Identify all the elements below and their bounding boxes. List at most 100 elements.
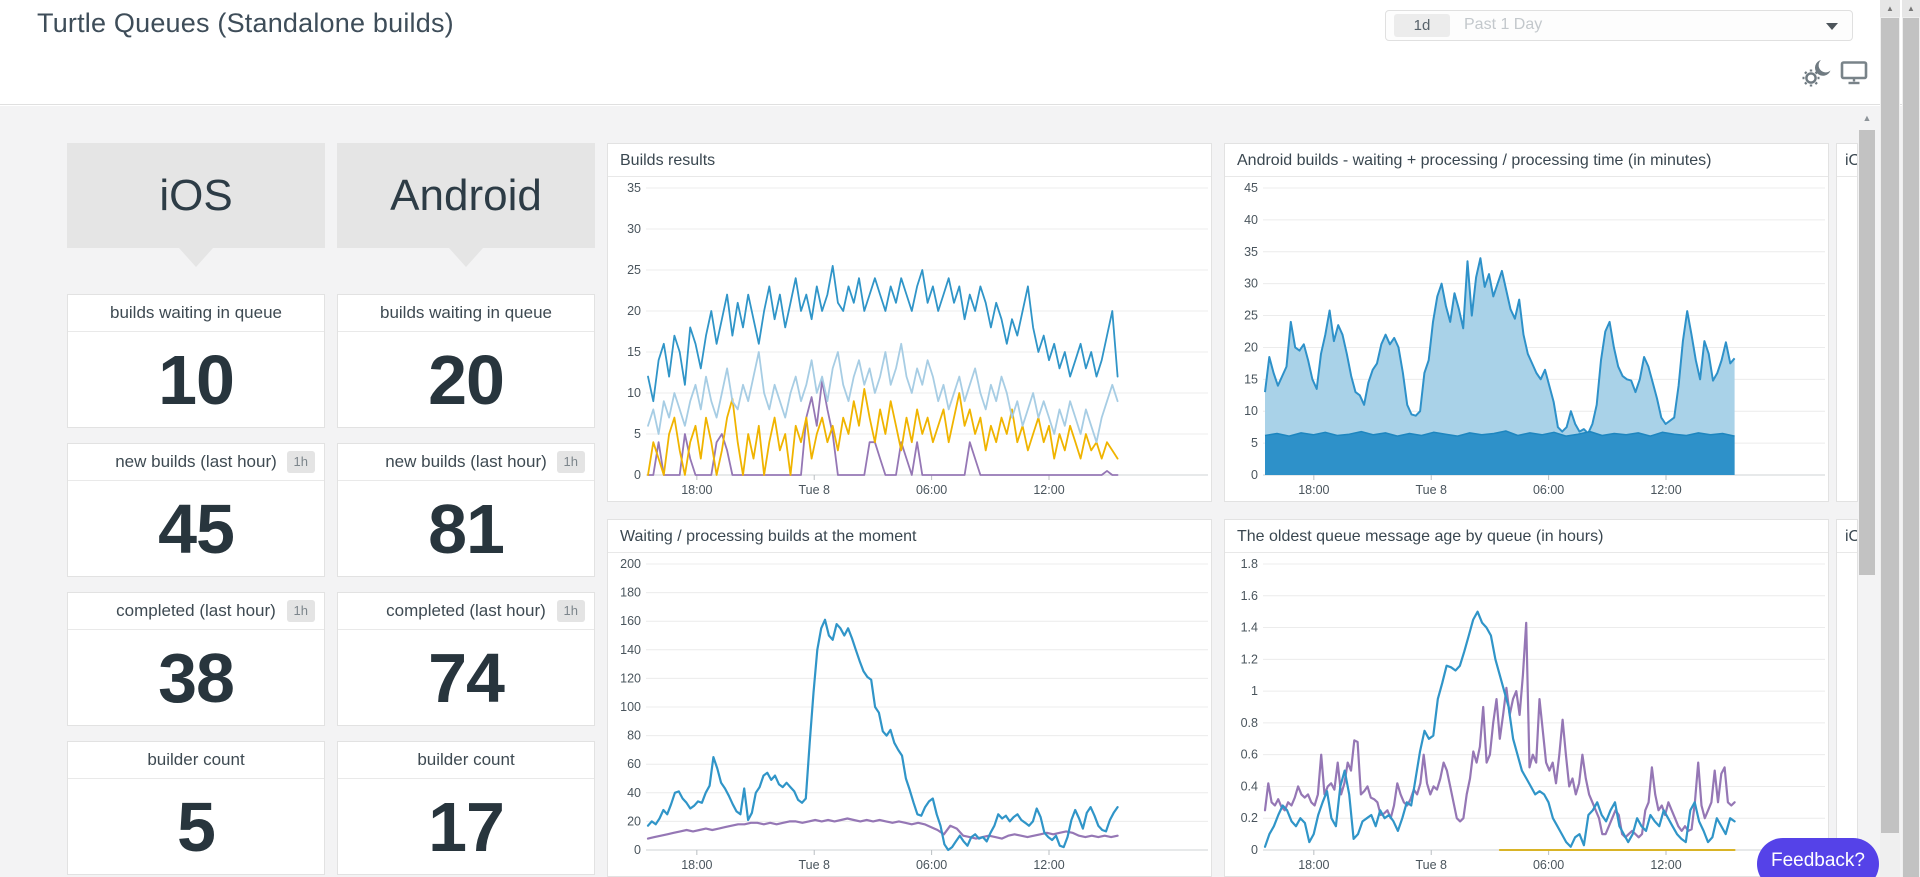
waiting-processing-chart[interactable]: 0 20 40 60 80 100 120 140 160 180 200 18:00 Tue 8 06:… (608, 554, 1211, 876)
partial-panel-top[interactable]: iO (1836, 143, 1858, 502)
svg-text:0.2: 0.2 (1241, 811, 1258, 825)
time-range-selector[interactable]: 1d Past 1 Day (1385, 10, 1853, 41)
chart-title: Waiting / processing builds at the momen… (608, 520, 1211, 553)
svg-text:1.2: 1.2 (1241, 652, 1258, 666)
oldest-queue-chart[interactable]: 0 0.2 0.4 0.6 0.8 1 1.2 1.4 1.6 1.8 18:00 Tue 8 06:0… (1225, 554, 1828, 876)
chart-title: The oldest queue message age by queue (i… (1225, 520, 1828, 553)
svg-text:0.4: 0.4 (1241, 779, 1258, 793)
svg-text:18:00: 18:00 (1298, 858, 1329, 872)
partial-panel-bottom[interactable]: iO (1836, 519, 1858, 877)
svg-text:200: 200 (620, 557, 641, 571)
chart-panel-waiting-processing[interactable]: Waiting / processing builds at the momen… (607, 519, 1212, 877)
svg-text:30: 30 (627, 222, 641, 236)
svg-text:06:00: 06:00 (916, 483, 947, 497)
header-icons (1798, 54, 1878, 92)
dashboard-scroll-up-icon[interactable]: ▲ (1862, 113, 1872, 123)
stat-card-android-new-builds[interactable]: new builds (last hour) 1h 81 (337, 443, 595, 577)
builds-results-chart[interactable]: 0 5 10 15 20 25 30 35 18:00 Tue 8 06:00 12:00 (608, 178, 1211, 501)
svg-text:120: 120 (620, 671, 641, 685)
stat-label: completed (last hour) (386, 601, 546, 620)
header: Turtle Queues (Standalone builds) 1d Pas… (0, 0, 1920, 105)
svg-text:40: 40 (1244, 213, 1258, 227)
stat-card-android-waiting[interactable]: builds waiting in queue 20 (337, 294, 595, 428)
svg-text:Tue 8: Tue 8 (1415, 858, 1447, 872)
dashboard-scrollbar[interactable] (1859, 130, 1875, 575)
timeframe-badge: 1h (286, 451, 315, 473)
stat-card-ios-waiting[interactable]: builds waiting in queue 10 (67, 294, 325, 428)
svg-text:35: 35 (627, 181, 641, 195)
stat-card-ios-completed[interactable]: completed (last hour) 1h 38 (67, 592, 325, 726)
svg-text:Tue 8: Tue 8 (798, 483, 830, 497)
stat-value: 5 (177, 788, 216, 866)
svg-text:100: 100 (620, 700, 641, 714)
svg-text:06:00: 06:00 (1533, 858, 1564, 872)
stat-value: 74 (428, 639, 505, 717)
svg-text:06:00: 06:00 (916, 858, 947, 872)
svg-text:0.8: 0.8 (1241, 716, 1258, 730)
stat-card-ios-builder-count[interactable]: builder count 5 (67, 741, 325, 875)
chart-panel-oldest-queue[interactable]: The oldest queue message age by queue (i… (1224, 519, 1829, 877)
stat-label: builds waiting in queue (379, 303, 552, 322)
stat-value: 17 (428, 788, 505, 866)
svg-text:30: 30 (1244, 277, 1258, 291)
svg-text:25: 25 (1244, 309, 1258, 323)
svg-text:1.8: 1.8 (1241, 557, 1258, 571)
scroll-up-icon[interactable]: ▲ (1902, 0, 1920, 17)
svg-text:35: 35 (1244, 245, 1258, 259)
svg-text:60: 60 (627, 757, 641, 771)
stat-value: 45 (158, 490, 235, 568)
svg-text:0: 0 (634, 843, 641, 857)
svg-text:20: 20 (1244, 340, 1258, 354)
svg-text:0: 0 (634, 468, 641, 482)
svg-text:0: 0 (1251, 468, 1258, 482)
tv-screen-icon[interactable] (1840, 60, 1868, 91)
svg-text:25: 25 (627, 263, 641, 277)
theme-toggle-icon[interactable] (1800, 56, 1832, 95)
browser-scrollbar[interactable]: ▲ (1902, 0, 1920, 877)
stat-label: new builds (last hour) (115, 452, 277, 471)
svg-text:140: 140 (620, 643, 641, 657)
svg-text:10: 10 (1244, 404, 1258, 418)
tab-android[interactable]: Android (337, 143, 595, 267)
scroll-up-icon[interactable]: ▲ (1880, 0, 1900, 17)
svg-text:160: 160 (620, 614, 641, 628)
stat-card-android-builder-count[interactable]: builder count 17 (337, 741, 595, 875)
svg-text:10: 10 (627, 386, 641, 400)
timeframe-badge: 1h (286, 600, 315, 622)
stat-value: 81 (428, 490, 505, 568)
stat-label: builder count (147, 750, 245, 769)
outer-scrollbar-thumb[interactable] (1881, 18, 1899, 833)
svg-text:5: 5 (1251, 436, 1258, 450)
stat-value: 38 (158, 639, 235, 717)
stat-label: builder count (417, 750, 515, 769)
outer-scrollbar[interactable]: ▲ (1880, 0, 1900, 877)
stat-value: 20 (428, 341, 505, 419)
svg-text:80: 80 (627, 729, 641, 743)
stat-card-ios-new-builds[interactable]: new builds (last hour) 1h 45 (67, 443, 325, 577)
svg-text:180: 180 (620, 586, 641, 600)
chevron-down-icon (1826, 23, 1838, 30)
time-range-label: Past 1 Day (1464, 16, 1543, 33)
svg-text:40: 40 (627, 786, 641, 800)
android-builds-chart[interactable]: 0 5 10 15 20 25 30 35 40 45 18:00 Tue 8 06:00 12:00 (1225, 178, 1828, 501)
stat-card-android-completed[interactable]: completed (last hour) 1h 74 (337, 592, 595, 726)
chart-title: iO (1837, 144, 1857, 177)
svg-text:1.6: 1.6 (1241, 589, 1258, 603)
feedback-button[interactable]: Feedback? (1757, 838, 1879, 877)
timeframe-badge: 1h (556, 600, 585, 622)
svg-text:12:00: 12:00 (1033, 858, 1064, 872)
browser-scrollbar-thumb[interactable] (1903, 18, 1919, 877)
svg-text:06:00: 06:00 (1533, 483, 1564, 497)
chart-title: Android builds - waiting + processing / … (1225, 144, 1828, 177)
stat-label: completed (last hour) (116, 601, 276, 620)
svg-text:12:00: 12:00 (1033, 483, 1064, 497)
chart-panel-android-builds[interactable]: Android builds - waiting + processing / … (1224, 143, 1829, 502)
tab-ios[interactable]: iOS (67, 143, 325, 267)
svg-text:18:00: 18:00 (681, 858, 712, 872)
svg-text:45: 45 (1244, 181, 1258, 195)
svg-text:1.4: 1.4 (1241, 621, 1258, 635)
svg-text:0: 0 (1251, 843, 1258, 857)
stat-label: new builds (last hour) (385, 452, 547, 471)
svg-text:Tue 8: Tue 8 (798, 858, 830, 872)
